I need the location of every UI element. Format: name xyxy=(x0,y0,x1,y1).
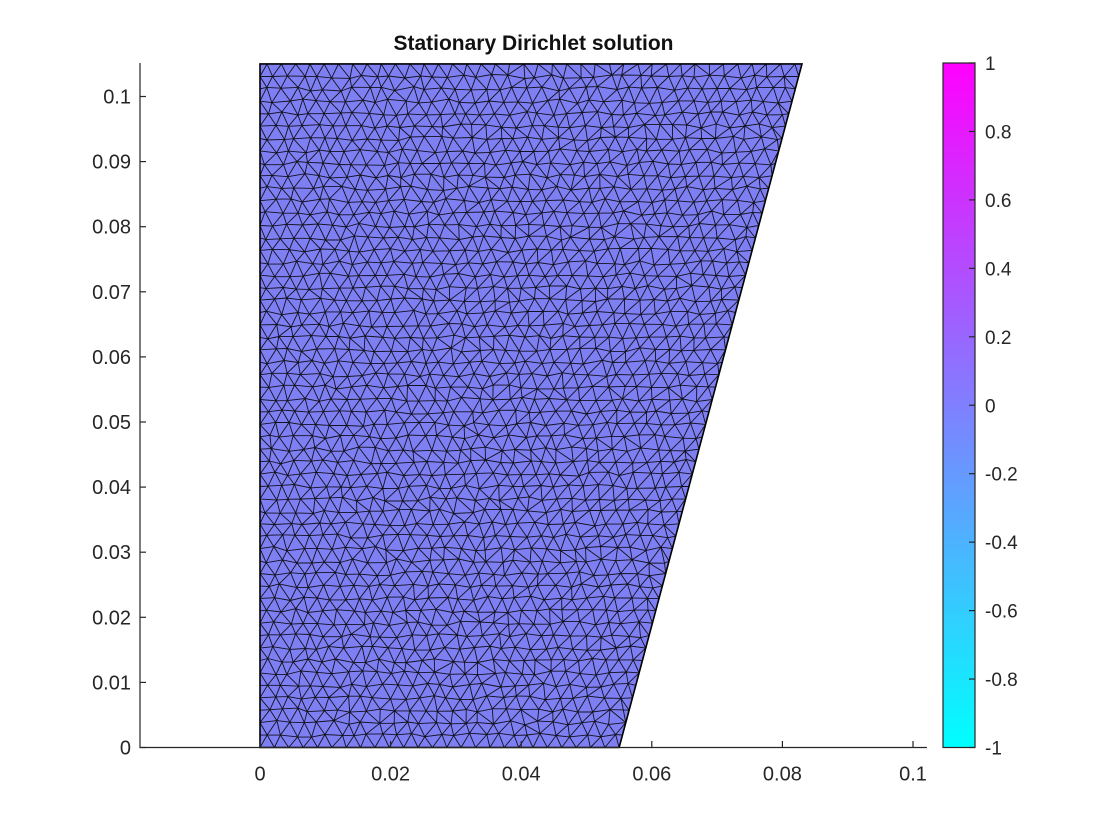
colorbar: 1 0.8 0.6 0.4 0.2 0 -0.2 -0.4 -0.6 -0.8 -1 xyxy=(942,54,1018,760)
colorbar-tick-label: -0.4 xyxy=(985,533,1018,554)
y-tick-label: 0.07 xyxy=(92,282,131,304)
colorbar-tick-label: 0.2 xyxy=(985,328,1011,349)
colorbar-tick-label: 1 xyxy=(985,54,996,75)
colorbar-tick-label: 0 xyxy=(985,396,996,417)
y-tick-label: 0.05 xyxy=(92,412,131,434)
y-tick-label: 0.02 xyxy=(92,607,131,629)
colorbar-tick-label: -0.8 xyxy=(985,670,1018,691)
y-tick-label: 0.03 xyxy=(92,542,131,564)
x-tick-label: 0 xyxy=(254,764,265,786)
plot-title: Stationary Dirichlet solution xyxy=(393,32,673,55)
colorbar-tick-label: 0.4 xyxy=(985,259,1012,280)
y-tick-label: 0.08 xyxy=(92,217,131,239)
y-tick-label: 0.04 xyxy=(92,477,131,499)
y-tick-label: 0.1 xyxy=(103,87,131,109)
y-tick-label: 0 xyxy=(120,738,131,760)
x-tick-label: 0.02 xyxy=(371,764,410,786)
y-tick-label: 0.09 xyxy=(92,152,131,174)
mesh-layer xyxy=(259,63,804,749)
x-tick-label: 0.1 xyxy=(899,764,927,786)
x-tick-label: 0.06 xyxy=(632,764,671,786)
fem-triangles xyxy=(259,63,803,748)
axes-layer: 0 0.02 0.04 0.06 0.08 0.1 0 0.01 0.02 0.03 0.04 0.0… xyxy=(92,63,927,786)
x-tick-label: 0.04 xyxy=(502,764,541,786)
x-tick-label: 0.08 xyxy=(763,764,802,786)
colorbar-tick-label: -1 xyxy=(985,739,1002,760)
colorbar-tick-label: 0.6 xyxy=(985,191,1011,212)
y-tick-label: 0.01 xyxy=(92,672,131,694)
colorbar-tick-label: 0.8 xyxy=(985,122,1011,143)
colorbar-tick-label: -0.6 xyxy=(985,602,1018,623)
colorbar-tick-label: -0.2 xyxy=(985,465,1018,486)
y-tick-label: 0.06 xyxy=(92,347,131,369)
